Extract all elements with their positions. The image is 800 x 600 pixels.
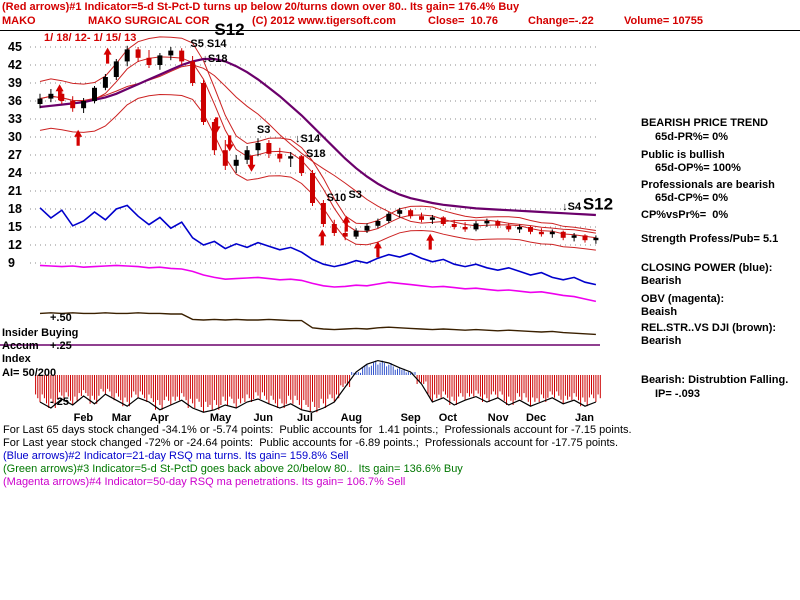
ticker-symbol: MAKO: [2, 15, 36, 27]
accum-index: [35, 359, 601, 413]
svg-text:↓S18: ↓S18: [202, 53, 227, 65]
svg-text:36: 36: [8, 94, 22, 108]
cp-vs-pr-value: CP%vsPr%= 0%: [641, 209, 729, 221]
pr-value: 65d-PR%= 0%: [655, 131, 729, 143]
svg-text:S12: S12: [583, 195, 613, 214]
close-value: Close= 10.76: [428, 15, 499, 27]
indicator1-legend: (Red arrows)#1 Indicator=5-d St-Pct-D tu…: [2, 1, 520, 13]
y-axis-labels: 45 42 39 36 33 30 27 24 21 18 15 12 9: [8, 40, 22, 270]
candlesticks: [37, 45, 599, 244]
closing-power-state: Bearish: [641, 275, 682, 287]
closing-power-line: [39, 204, 597, 286]
volume-value: Volume= 10755: [624, 15, 703, 27]
svg-text:24: 24: [8, 166, 22, 180]
signal-arrows: [55, 47, 435, 258]
relstr-title: REL.STR..VS DJI (brown):: [641, 322, 777, 334]
svg-text:Nov: Nov: [488, 412, 510, 424]
long-ma-line: [39, 57, 596, 217]
svg-text:S12: S12: [214, 20, 244, 39]
svg-text:S10: S10: [327, 192, 347, 204]
change-value: Change=-.22: [528, 15, 594, 27]
svg-text:27: 27: [8, 148, 22, 162]
svg-text:Oct: Oct: [439, 412, 458, 424]
header-divider: [0, 30, 800, 31]
professionals-state: Professionals are bearish: [641, 179, 775, 191]
cp-value: 65d-CP%= 0%: [655, 192, 729, 204]
obv-title: OBV (magenta):: [641, 293, 725, 305]
svg-text:Apr: Apr: [150, 412, 170, 424]
indicator3-legend: (Green arrows)#3 Indicator=5-d St-PctD g…: [3, 463, 463, 475]
svg-text:9: 9: [8, 256, 15, 270]
svg-text:33: 33: [8, 112, 22, 126]
ai-ratio-label: AI= 50/200: [2, 367, 57, 379]
indicator2-legend: (Blue arrows)#2 Indicator=21-day RSQ ma …: [3, 450, 349, 462]
distribution-state: Bearish: Distrubtion Falling.: [641, 374, 789, 386]
scale-label-plus25: +.25: [50, 340, 72, 352]
svg-text:↓S4: ↓S4: [562, 201, 582, 213]
svg-text:S18: S18: [306, 148, 326, 160]
ma-band-lines: [39, 36, 596, 251]
svg-text:Jun: Jun: [253, 412, 273, 424]
svg-text:12: 12: [8, 238, 22, 252]
svg-text:30: 30: [8, 130, 22, 144]
op-value: 65d-OP%= 100%: [655, 162, 741, 174]
svg-text:S3: S3: [348, 189, 361, 201]
svg-text:S3: S3: [257, 124, 270, 136]
svg-text:Sep: Sep: [401, 412, 421, 424]
summary-65day: For Last 65 days stock changed -34.1% or…: [3, 424, 632, 436]
index-label: Index: [2, 353, 31, 365]
closing-power-title: CLOSING POWER (blue):: [641, 262, 773, 274]
relstr-state: Bearish: [641, 335, 682, 347]
indicator4-legend: (Magenta arrows)#4 Indicator=50-day RSQ …: [3, 476, 406, 488]
svg-text:15: 15: [8, 220, 22, 234]
svg-text:Dec: Dec: [526, 412, 546, 424]
svg-text:S5 S14: S5 S14: [190, 38, 227, 50]
ip-value: IP= -.093: [655, 388, 700, 400]
scale-label-plus50: +.50: [50, 312, 72, 324]
rel-str-line: [39, 312, 596, 336]
svg-text:↓S14: ↓S14: [295, 133, 321, 145]
scale-label-minus25: -.25: [50, 396, 69, 408]
company-name: MAKO SURGICAL COR: [88, 15, 210, 27]
svg-text:May: May: [210, 412, 232, 424]
obv-line: [39, 264, 597, 303]
svg-text:45: 45: [8, 40, 22, 54]
copyright-text: (C) 2012 www.tigersoft.com: [252, 15, 396, 27]
svg-text:Feb: Feb: [74, 412, 94, 424]
strength-ratio: Strength Profess/Pub= 5.1: [641, 233, 779, 245]
date-range: 1/ 18/ 12- 1/ 15/ 13: [44, 32, 137, 44]
svg-text:42: 42: [8, 58, 22, 72]
public-state: Public is bullish: [641, 149, 725, 161]
svg-text:Jul: Jul: [297, 412, 313, 424]
obv-state: Beaish: [641, 306, 678, 318]
x-axis-month-labels: Feb Mar Apr May Jun Jul Aug Sep Oct Nov Dec Jan: [74, 412, 595, 424]
insider-buying-label: Insider Buying: [2, 327, 79, 339]
svg-text:Aug: Aug: [341, 412, 362, 424]
svg-text:Mar: Mar: [112, 412, 132, 424]
svg-text:18: 18: [8, 202, 22, 216]
trend-title: BEARISH PRICE TREND: [641, 117, 769, 129]
svg-text:39: 39: [8, 76, 22, 90]
accum-label: Accum: [2, 340, 39, 352]
svg-text:Jan: Jan: [575, 412, 594, 424]
summary-year: For Last year stock changed -72% or -24.…: [3, 437, 619, 449]
svg-text:21: 21: [8, 184, 22, 198]
